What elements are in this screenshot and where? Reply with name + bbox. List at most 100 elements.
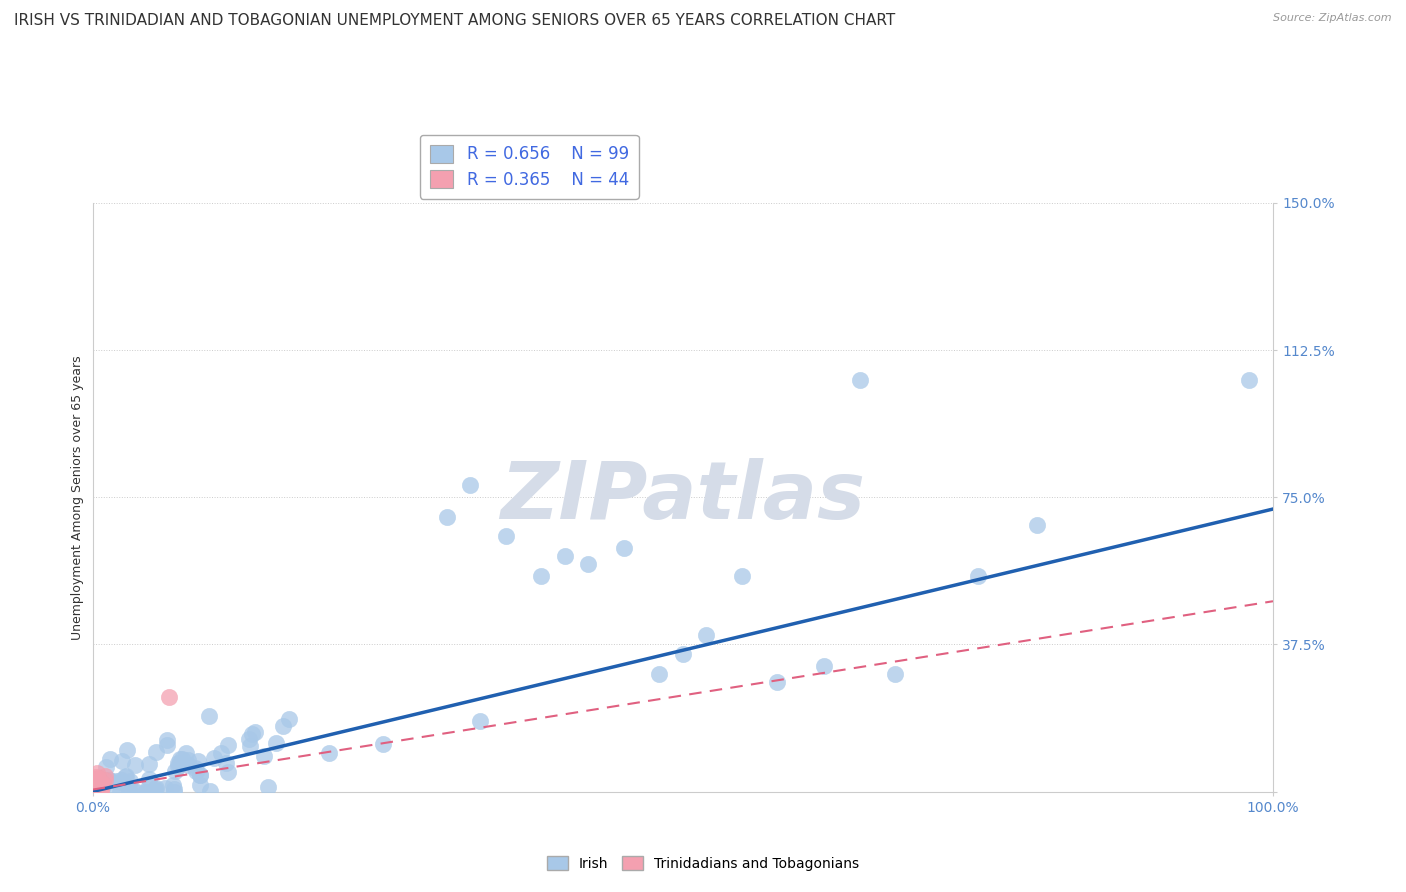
Point <box>83 782 105 797</box>
Point <box>89 784 111 798</box>
Point <box>167 759 190 773</box>
Point <box>184 764 207 778</box>
Point <box>83 784 105 798</box>
Point <box>93 773 115 788</box>
Point <box>87 784 110 798</box>
Point <box>217 765 239 780</box>
Point <box>98 752 121 766</box>
Point <box>91 777 114 791</box>
Point <box>136 784 159 798</box>
Point <box>167 756 190 771</box>
Point <box>110 775 132 789</box>
Legend: R = 0.656    N = 99, R = 0.365    N = 44: R = 0.656 N = 99, R = 0.365 N = 44 <box>420 135 638 199</box>
Point <box>266 736 288 750</box>
Point <box>240 726 263 740</box>
Point <box>104 784 127 798</box>
Point <box>84 784 107 798</box>
Point <box>90 781 112 796</box>
Point <box>84 770 107 784</box>
Point <box>86 780 108 794</box>
Point <box>187 754 209 768</box>
Point <box>87 780 110 794</box>
Point <box>530 568 553 582</box>
Point <box>110 772 132 787</box>
Point <box>197 709 219 723</box>
Point <box>82 784 104 798</box>
Point <box>117 779 139 793</box>
Point <box>87 780 110 795</box>
Point <box>82 781 104 796</box>
Point <box>145 780 167 795</box>
Point <box>176 757 198 772</box>
Point <box>209 746 232 760</box>
Point <box>554 549 576 563</box>
Point <box>82 772 104 786</box>
Point <box>86 766 108 780</box>
Point <box>156 733 179 747</box>
Point <box>169 752 191 766</box>
Point <box>82 783 104 797</box>
Point <box>124 784 146 798</box>
Point <box>188 768 211 782</box>
Point <box>86 784 108 798</box>
Point <box>134 784 156 798</box>
Point <box>94 759 117 773</box>
Point <box>256 780 278 794</box>
Point <box>82 784 104 798</box>
Point <box>672 647 695 661</box>
Point <box>198 784 221 798</box>
Point <box>766 674 789 689</box>
Point <box>138 779 160 793</box>
Point <box>163 764 186 778</box>
Point <box>813 659 835 673</box>
Point <box>83 782 105 797</box>
Point <box>114 770 136 784</box>
Point <box>82 784 104 798</box>
Point <box>156 739 179 753</box>
Point <box>82 774 104 789</box>
Point <box>243 725 266 739</box>
Point <box>458 478 481 492</box>
Point <box>470 714 492 729</box>
Point <box>87 771 110 785</box>
Point <box>87 772 110 786</box>
Point <box>82 773 104 788</box>
Point <box>98 772 121 787</box>
Point <box>118 774 141 789</box>
Text: IRISH VS TRINIDADIAN AND TOBAGONIAN UNEMPLOYMENT AMONG SENIORS OVER 65 YEARS COR: IRISH VS TRINIDADIAN AND TOBAGONIAN UNEM… <box>14 13 896 29</box>
Point <box>105 774 128 789</box>
Point <box>217 738 239 752</box>
Point <box>86 784 108 798</box>
Point <box>648 666 671 681</box>
Point <box>138 756 160 771</box>
Point <box>138 772 160 786</box>
Point <box>91 779 114 793</box>
Point <box>162 779 184 793</box>
Point <box>84 784 107 798</box>
Point <box>82 783 104 797</box>
Legend: Irish, Trinidadians and Tobagonians: Irish, Trinidadians and Tobagonians <box>541 850 865 876</box>
Point <box>169 757 191 772</box>
Point <box>153 780 176 795</box>
Point <box>110 754 132 768</box>
Point <box>253 748 276 763</box>
Point <box>1025 517 1047 532</box>
Point <box>273 719 295 733</box>
Point <box>163 781 186 796</box>
Point <box>83 784 105 798</box>
Point <box>97 773 120 788</box>
Point <box>163 784 186 798</box>
Point <box>371 737 394 751</box>
Point <box>82 783 104 797</box>
Point <box>184 761 207 775</box>
Point <box>318 746 340 760</box>
Point <box>118 783 141 797</box>
Point <box>124 758 146 772</box>
Point <box>849 373 872 387</box>
Point <box>202 751 225 765</box>
Point <box>731 568 754 582</box>
Point <box>188 767 211 781</box>
Point <box>83 784 105 798</box>
Point <box>83 781 105 796</box>
Point <box>495 529 517 543</box>
